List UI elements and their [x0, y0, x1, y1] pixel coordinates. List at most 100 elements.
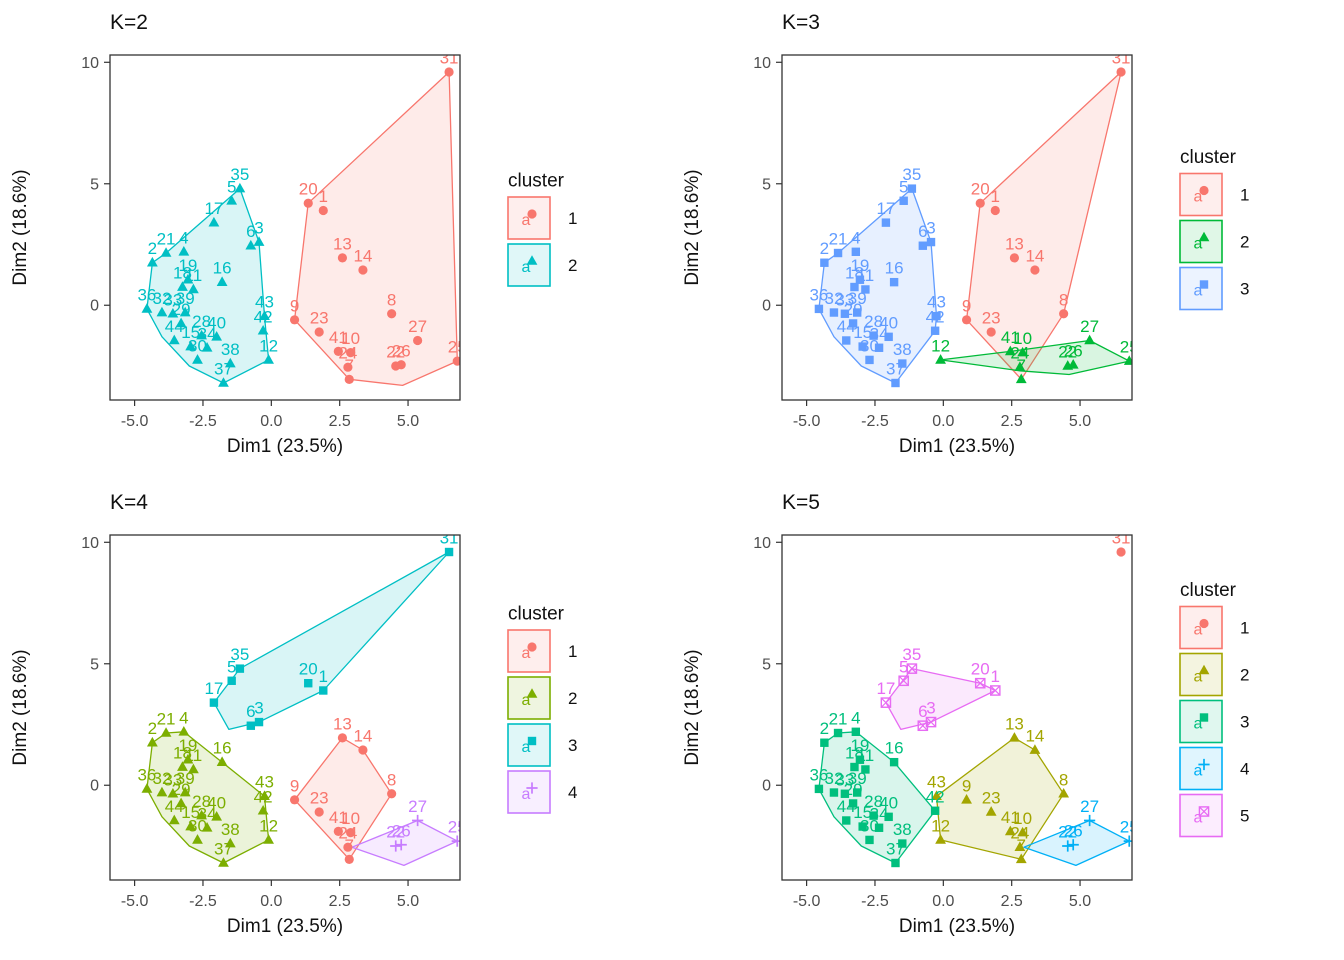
point-marker-40 [211, 331, 223, 341]
point-marker-11 [861, 285, 870, 294]
point-label-26: 26 [392, 821, 411, 840]
legend-key-marker [1198, 664, 1210, 675]
point-label-13: 13 [1005, 234, 1024, 253]
point-marker-23 [985, 806, 997, 816]
point-marker-10 [1017, 826, 1029, 837]
point-marker-9 [961, 315, 972, 325]
point-marker-24 [343, 362, 353, 372]
y-axis-title: Dim2 (18.6%) [682, 169, 703, 285]
plot-content: 7891013142324412411121516181921282930323… [137, 535, 460, 867]
point-label-33: 33 [163, 770, 182, 789]
legend-key-box [507, 629, 551, 673]
point-marker-44 [168, 814, 180, 825]
point-marker-42 [930, 806, 940, 815]
point-label-36: 36 [137, 765, 156, 784]
point-label-30: 30 [860, 816, 879, 835]
point-marker-32 [829, 308, 839, 317]
point-marker-8 [1059, 309, 1069, 319]
legend-key-marker [1198, 806, 1210, 817]
legend-label: 4 [568, 783, 577, 802]
point-marker-30 [192, 834, 203, 844]
point-marker-37 [218, 377, 229, 387]
legend-title: cluster [508, 604, 565, 625]
point-marker-25 [1123, 835, 1132, 847]
point-label-10: 10 [341, 809, 360, 828]
panel-border [781, 54, 1133, 401]
point-label-23: 23 [982, 788, 1001, 807]
point-label-14: 14 [353, 247, 372, 266]
x-tick-label: 0.0 [932, 413, 954, 430]
point-marker-32 [156, 786, 168, 797]
point-marker-2 [820, 258, 829, 267]
legend-label: 2 [568, 689, 577, 708]
point-label-8: 8 [387, 290, 396, 309]
x-tick-label: 0.0 [932, 893, 954, 910]
point-label-28: 28 [192, 792, 211, 811]
point-marker-36 [141, 783, 153, 793]
panel-title-k4: K=4 [110, 491, 148, 514]
point-label-43: 43 [255, 773, 274, 792]
point-label-4: 4 [179, 228, 188, 247]
point-marker-44 [842, 816, 851, 825]
point-label-1: 1 [991, 187, 1000, 206]
point-label-5: 5 [227, 177, 236, 196]
point-marker-41 [333, 826, 343, 837]
point-label-16: 16 [885, 739, 904, 758]
point-marker-40 [884, 812, 893, 822]
point-marker-12 [263, 354, 274, 364]
point-marker-5 [227, 676, 236, 685]
legend-key-box [507, 243, 551, 287]
legend-label: 2 [1240, 666, 1249, 685]
point-marker-28 [869, 331, 878, 340]
point-label-29: 29 [172, 780, 191, 799]
point-marker-18 [850, 762, 859, 772]
legend-label: 4 [1240, 760, 1249, 779]
point-marker-1 [318, 205, 328, 216]
point-marker-25 [452, 356, 460, 366]
point-marker-17 [881, 218, 891, 227]
point-label-36: 36 [809, 765, 828, 784]
point-label-25: 25 [448, 338, 467, 357]
point-marker-6 [245, 239, 257, 250]
point-marker-12 [935, 354, 946, 364]
point-marker-34 [201, 821, 213, 832]
y-tick-label: 10 [81, 535, 99, 552]
point-marker-21 [833, 248, 843, 258]
point-label-24: 24 [1010, 824, 1029, 843]
x-tick-label: -2.5 [861, 413, 889, 430]
point-label-39: 39 [848, 289, 867, 308]
legend-key-box [1179, 746, 1223, 791]
point-label-41: 41 [1001, 328, 1020, 347]
point-marker-35 [906, 663, 918, 674]
point-marker-11 [861, 765, 870, 774]
point-marker-37 [891, 378, 900, 388]
panel-title-k5: K=5 [782, 491, 820, 514]
point-label-35: 35 [230, 645, 249, 664]
point-marker-3 [254, 717, 264, 727]
x-tick-label: -5.0 [121, 893, 149, 910]
point-label-10: 10 [1013, 809, 1032, 828]
point-marker-13 [1009, 253, 1020, 263]
point-marker-26 [395, 839, 407, 851]
panel-title-k3: K=3 [782, 11, 820, 34]
x-tick-label: 0.0 [260, 413, 282, 430]
point-marker-20 [304, 679, 313, 688]
point-marker-27 [1084, 814, 1096, 827]
point-marker-16 [216, 276, 228, 286]
point-label-42: 42 [254, 307, 273, 326]
point-label-39: 39 [848, 769, 867, 788]
point-marker-34 [874, 823, 884, 832]
point-marker-42 [930, 326, 940, 335]
point-marker-7 [344, 854, 354, 864]
point-label-41: 41 [1001, 808, 1020, 827]
point-marker-28 [196, 329, 208, 340]
point-label-9: 9 [962, 776, 971, 795]
point-label-42: 42 [926, 787, 945, 806]
legend-key-marker [1198, 231, 1210, 242]
